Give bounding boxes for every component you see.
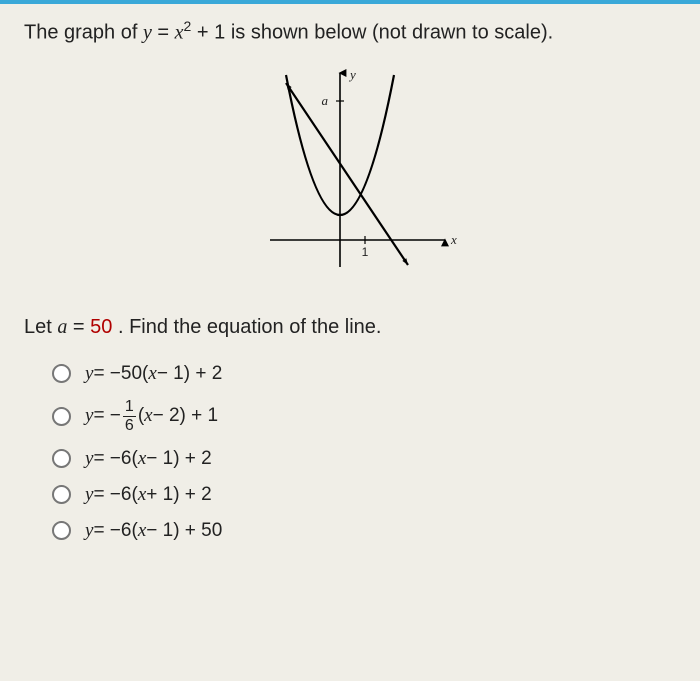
option-equation: y = −16(x − 2) + 1 <box>85 399 218 434</box>
answer-options: y = −50(x − 1) + 2 y = −16(x − 2) + 1 y = … <box>24 363 676 542</box>
let-pre: Let <box>24 316 57 338</box>
radio-icon[interactable] <box>52 521 71 540</box>
answer-option[interactable]: y = −6(x + 1) + 2 <box>52 484 676 506</box>
parabola-graph: 1 a y x <box>230 55 470 285</box>
option-equation: y = −6(x − 1) + 2 <box>85 448 212 470</box>
eq-y: y <box>143 22 152 44</box>
svg-text:y: y <box>348 67 356 82</box>
radio-icon[interactable] <box>52 449 71 468</box>
svg-text:1: 1 <box>362 245 369 259</box>
eq-equals: = <box>152 22 175 44</box>
graph-container: 1 a y x <box>24 55 676 290</box>
option-equation: y = −50(x − 1) + 2 <box>85 363 222 385</box>
eq-x: x <box>175 22 184 44</box>
prompt-line-2: Let a = 50 . Find the equation of the li… <box>24 316 676 339</box>
prompt-post: is shown below (not drawn to scale). <box>231 22 553 44</box>
let-value: 50 <box>90 316 112 338</box>
svg-text:x: x <box>450 232 457 247</box>
answer-option[interactable]: y = −50(x − 1) + 2 <box>52 363 676 385</box>
radio-icon[interactable] <box>52 485 71 504</box>
prompt-pre: The graph of <box>24 22 143 44</box>
option-equation: y = −6(x − 1) + 50 <box>85 520 222 542</box>
prompt-line-1: The graph of y = x2 + 1 is shown below (… <box>24 18 676 45</box>
question-page: The graph of y = x2 + 1 is shown below (… <box>0 4 700 576</box>
answer-option[interactable]: y = −6(x − 1) + 2 <box>52 448 676 470</box>
option-equation: y = −6(x + 1) + 2 <box>85 484 212 506</box>
answer-option[interactable]: y = −6(x − 1) + 50 <box>52 520 676 542</box>
eq-rest: + 1 <box>191 22 225 44</box>
let-var: a <box>57 316 67 338</box>
radio-icon[interactable] <box>52 407 71 426</box>
let-eq: = <box>67 316 90 338</box>
radio-icon[interactable] <box>52 364 71 383</box>
svg-text:a: a <box>322 93 329 108</box>
let-post: . Find the equation of the line. <box>112 316 381 338</box>
answer-option[interactable]: y = −16(x − 2) + 1 <box>52 399 676 434</box>
